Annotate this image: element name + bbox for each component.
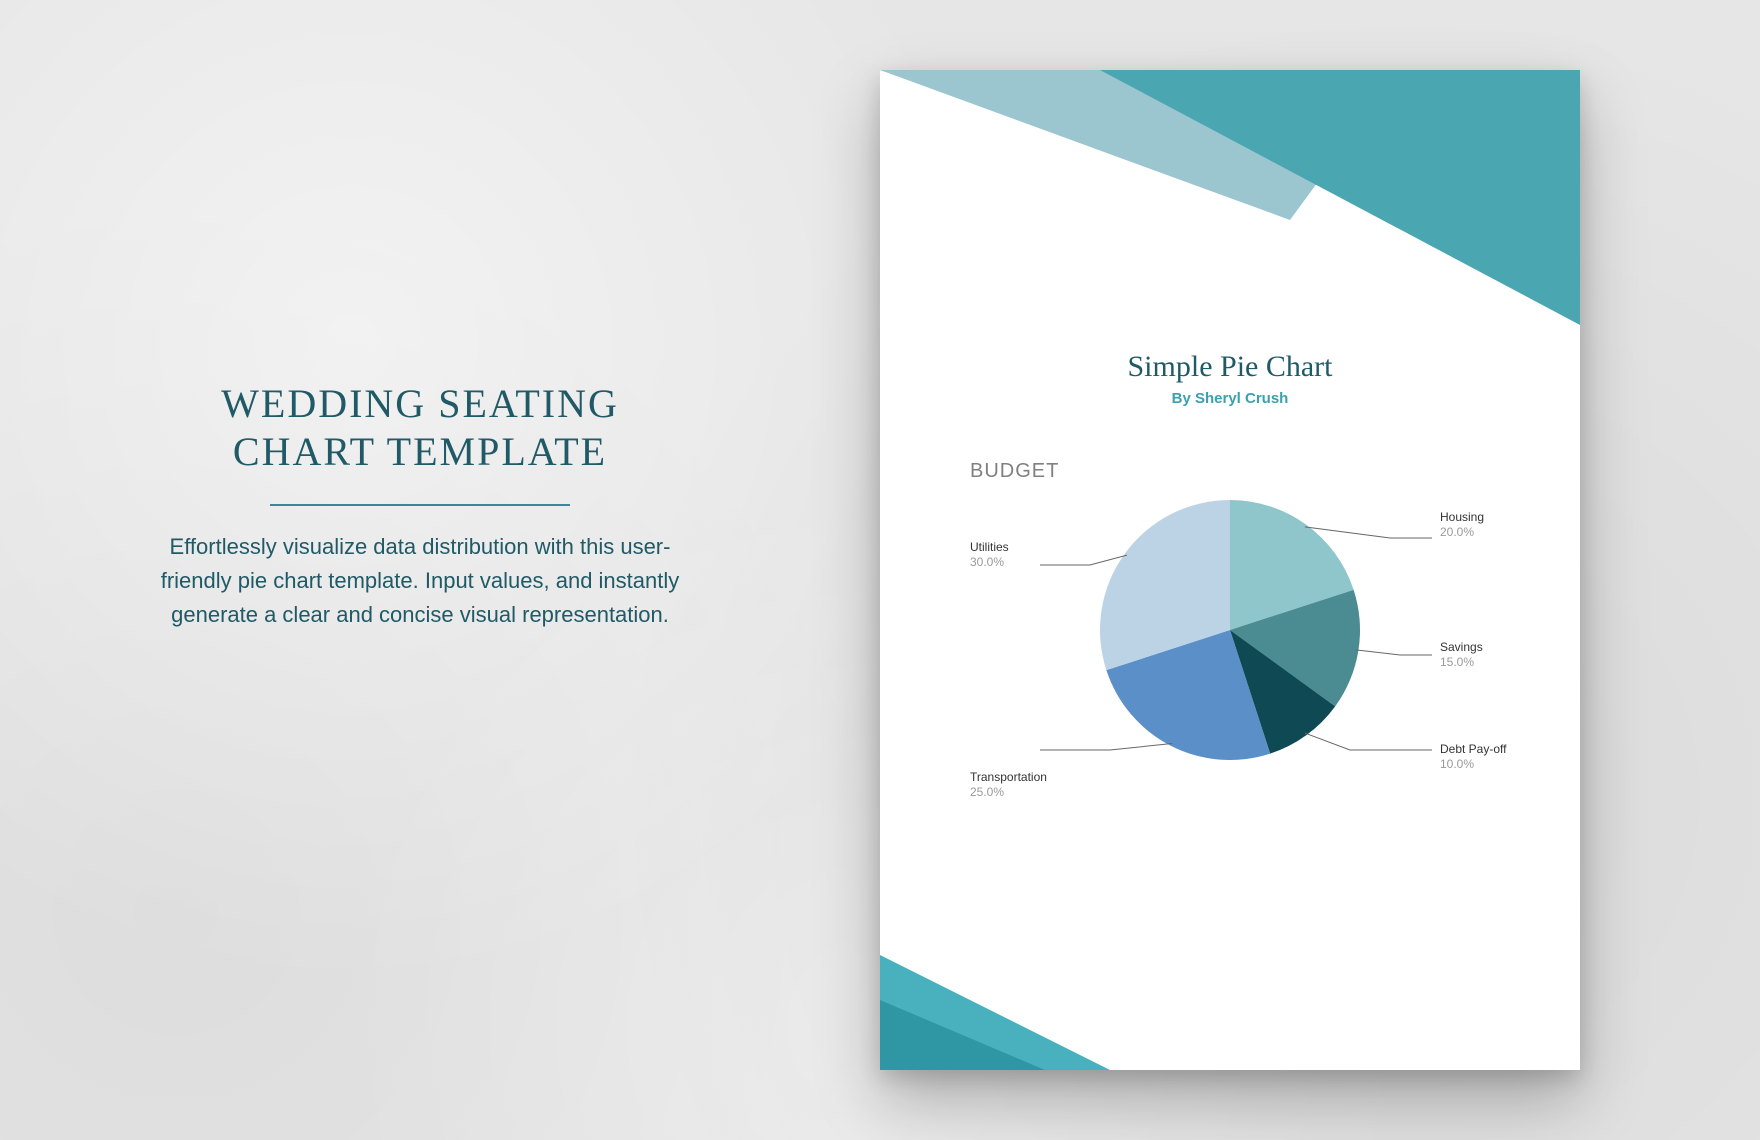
pie-label-debt-pay-off: Debt Pay-off10.0% [1440, 742, 1506, 772]
template-description: Effortlessly visualize data distribution… [140, 530, 700, 632]
promo-text-block: WEDDING SEATINGCHART TEMPLATE Effortless… [140, 380, 700, 632]
title-rule [270, 504, 570, 506]
page-canvas: WEDDING SEATINGCHART TEMPLATE Effortless… [0, 0, 1760, 1140]
template-title: WEDDING SEATINGCHART TEMPLATE [140, 380, 700, 476]
pie-label-savings: Savings15.0% [1440, 640, 1483, 670]
pie-chart [880, 70, 1580, 1070]
pie-label-housing: Housing20.0% [1440, 510, 1484, 540]
pie-label-utilities: Utilities30.0% [970, 540, 1009, 570]
document-preview: Simple Pie Chart By Sheryl Crush BUDGET … [880, 70, 1580, 1070]
pie-label-transportation: Transportation25.0% [970, 770, 1047, 800]
